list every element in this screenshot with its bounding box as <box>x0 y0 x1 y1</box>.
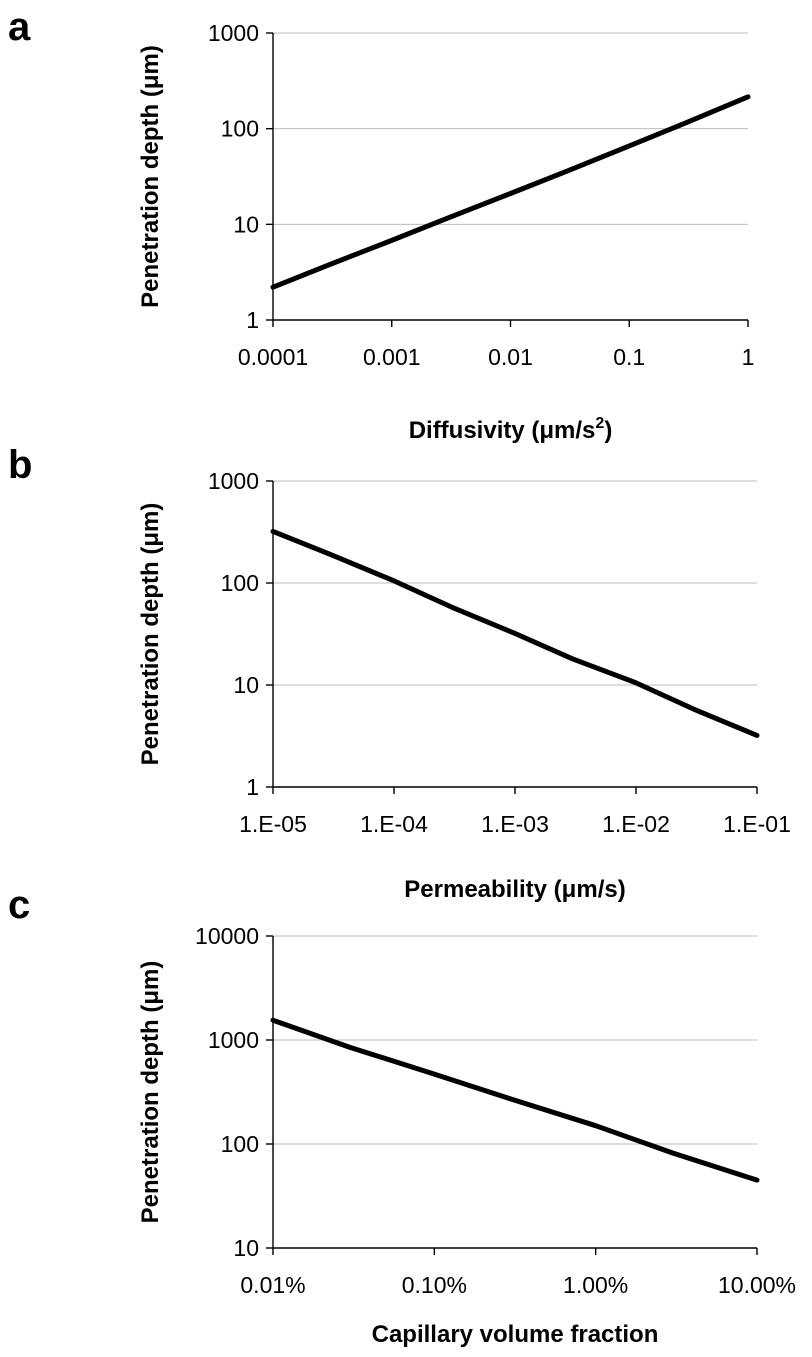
series-line-0 <box>270 528 760 738</box>
y-tick-label: 100 <box>221 570 259 596</box>
y-tick-label: 1000 <box>208 1027 259 1053</box>
y-tick-label: 1 <box>246 307 259 333</box>
panel-label-b: b <box>8 443 32 487</box>
x-tick-label: 1 <box>742 344 755 370</box>
x-tick-label: 1.E-03 <box>481 811 549 837</box>
y-tick-label: 100 <box>221 1131 259 1157</box>
series-line-0 <box>270 94 751 290</box>
x-tick-label: 0.10% <box>402 1272 467 1298</box>
x-tick-label: 1.E-04 <box>360 811 428 837</box>
y-tick-label: 100 <box>221 116 259 142</box>
y-axis-title: Penetration depth (μm) <box>137 961 164 1224</box>
x-tick-label: 1.E-05 <box>239 811 307 837</box>
y-tick-label: 1000 <box>208 20 259 46</box>
y-axis-title: Penetration depth (μm) <box>137 45 164 308</box>
panel-label-c: c <box>8 883 30 927</box>
series-line-0 <box>270 1017 760 1183</box>
x-tick-label: 1.E-02 <box>602 811 670 837</box>
x-tick-label: 0.001 <box>363 344 421 370</box>
x-axis-title: Permeability (μm/s) <box>404 876 625 903</box>
y-axis-title: Penetration depth (μm) <box>137 503 164 766</box>
panel-label-a: a <box>8 5 31 49</box>
y-tick-label: 10 <box>233 1235 259 1261</box>
y-tick-label: 10 <box>233 672 259 698</box>
panel-b: b 1 10 100 1000 1.E-05 1.E-04 1.E-03 1.E-02 1.E-… <box>8 443 791 903</box>
x-tick-label: 1.E-01 <box>723 811 791 837</box>
x-tick-label: 1.00% <box>563 1272 628 1298</box>
x-tick-label: 0.0001 <box>238 344 308 370</box>
x-tick-label: 0.01 <box>488 344 533 370</box>
panel-c: c 10 100 1000 10000 0.01% 0.10% 1.00% 10.00% Cap… <box>8 883 796 1348</box>
x-axis-title: Diffusivity (μm/s2) <box>409 415 613 444</box>
panel-a: a 1 10 100 1000 0.0001 0.001 0.01 0.1 1 Diffusivi… <box>8 5 754 444</box>
y-tick-label: 1000 <box>208 468 259 494</box>
x-tick-label: 0.01% <box>240 1272 305 1298</box>
x-tick-label: 10.00% <box>718 1272 796 1298</box>
y-tick-label: 10000 <box>195 923 259 949</box>
y-tick-label: 1 <box>246 774 259 800</box>
x-axis-title: Capillary volume fraction <box>372 1321 659 1348</box>
y-tick-label: 10 <box>233 211 259 237</box>
x-tick-label: 0.1 <box>613 344 645 370</box>
